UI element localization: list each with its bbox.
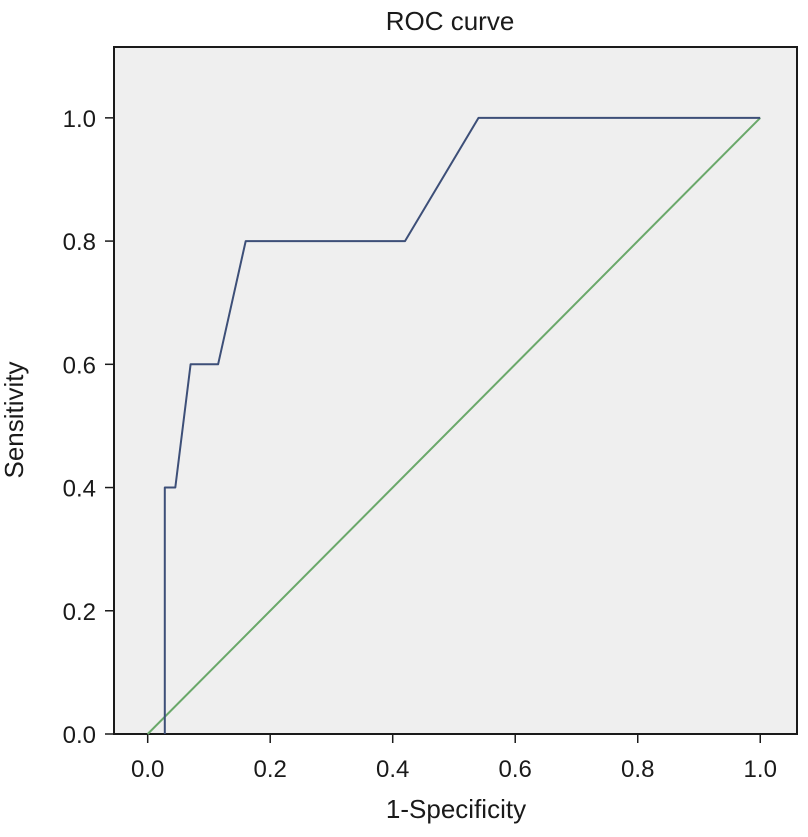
reference-diagonal-line [146,117,761,735]
y-tick-label: 0.0 [63,722,96,749]
y-tick-label: 0.8 [63,229,96,256]
y-tick-label: 0.2 [63,599,96,626]
x-axis-label: 1-Specificity [386,794,526,824]
y-tick-label: 0.6 [63,352,96,379]
plot-area [113,46,798,735]
x-tick-label: 0.8 [621,756,654,783]
x-tick-label: 1.0 [744,756,777,783]
y-axis-label: Sensitivity [0,361,29,478]
series-layer [146,116,761,735]
x-axis: 0.0 0.2 0.4 0.6 0.8 1.0 [131,734,777,783]
y-tick-label: 0.4 [63,476,96,503]
x-tick-label: 0.6 [499,756,532,783]
x-tick-label: 0.2 [254,756,287,783]
x-tick-label: 0.4 [376,756,409,783]
y-tick-label: 1.0 [63,106,96,133]
x-tick-label: 0.0 [131,756,164,783]
roc-curve-line [163,116,761,734]
y-axis: 0.0 0.2 0.4 0.6 0.8 1.0 [63,106,114,749]
chart-title: ROC curve [386,6,515,36]
